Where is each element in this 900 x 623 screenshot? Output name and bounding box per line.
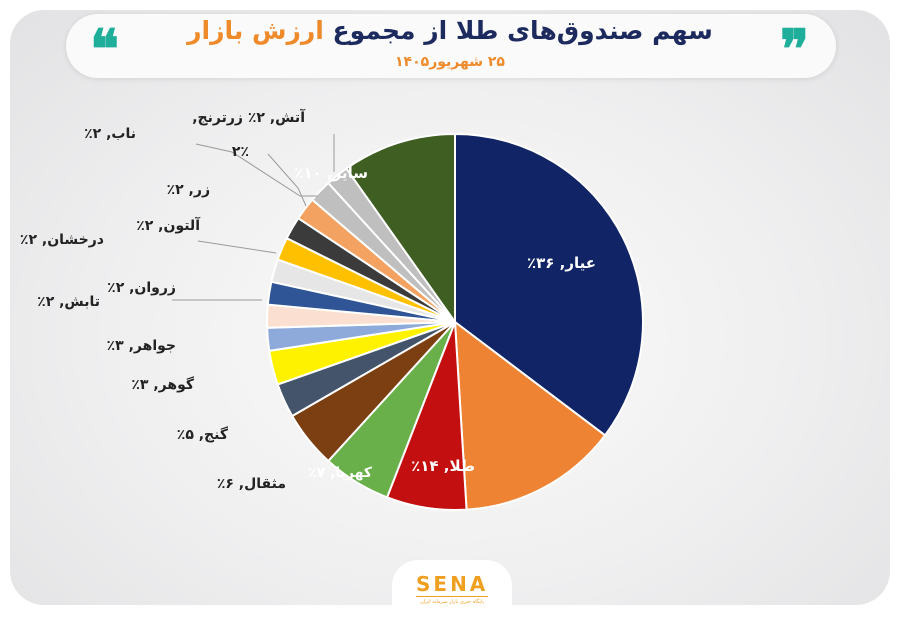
- pie-slice-17: [344, 132, 456, 326]
- slice-label-9: زروان, ۲٪: [107, 280, 176, 296]
- leader-line-10: [197, 240, 277, 254]
- slice-label-11: آلتون, ۲٪: [136, 216, 201, 234]
- chart-date: ۲۵ شهریور۱۴۰۵: [395, 54, 505, 70]
- title-accent: ارزش بازار: [187, 16, 324, 45]
- slice-label-8: تابش, ۲٪: [37, 294, 100, 310]
- slice-label-4: مثقال, ۶٪: [217, 476, 286, 492]
- logo-tagline: پایگاه خبری بازار سرمایه ایران: [420, 599, 484, 605]
- quote-open-icon: ❝: [90, 17, 120, 81]
- logo-tab: [392, 560, 512, 620]
- slice-label-12: زر, ۲٪: [167, 182, 210, 198]
- slice-label-6: گوهر, ۳٪: [131, 376, 194, 393]
- slice-label-17: سایر, ۱۰٪: [294, 164, 368, 182]
- leader-line-13: [267, 153, 307, 207]
- slice-label-7: جواهر, ۳٪: [107, 338, 176, 354]
- header-bar: [66, 14, 836, 78]
- slice-label-14: ناب, ۲٪: [84, 126, 136, 142]
- slice-label-15: آتش, ۲٪ زرترنج,: [192, 108, 306, 126]
- title-main: سهم صندوق‌های طلا از مجموع: [332, 16, 713, 45]
- pie-slice-1: [454, 132, 644, 437]
- slice-label-13: ۲٪: [232, 144, 249, 160]
- chart-title: سهم صندوق‌های طلا از مجموع ارزش بازار: [150, 16, 750, 45]
- slice-label-2: طلا, ۱۴٪: [411, 457, 475, 475]
- pie-slice-2: [453, 319, 607, 511]
- leader-line-14: [195, 143, 318, 197]
- slice-label-1: عیار, ۳۶٪: [527, 254, 596, 272]
- sena-logo: SENA: [416, 572, 489, 597]
- slice-label-10: درخشان, ۲٪: [20, 232, 104, 248]
- slice-label-5: گنج, ۵٪: [177, 426, 229, 443]
- quote-close-icon: ❞: [780, 17, 810, 81]
- slice-label-3: کهربا, ۷٪: [308, 465, 373, 481]
